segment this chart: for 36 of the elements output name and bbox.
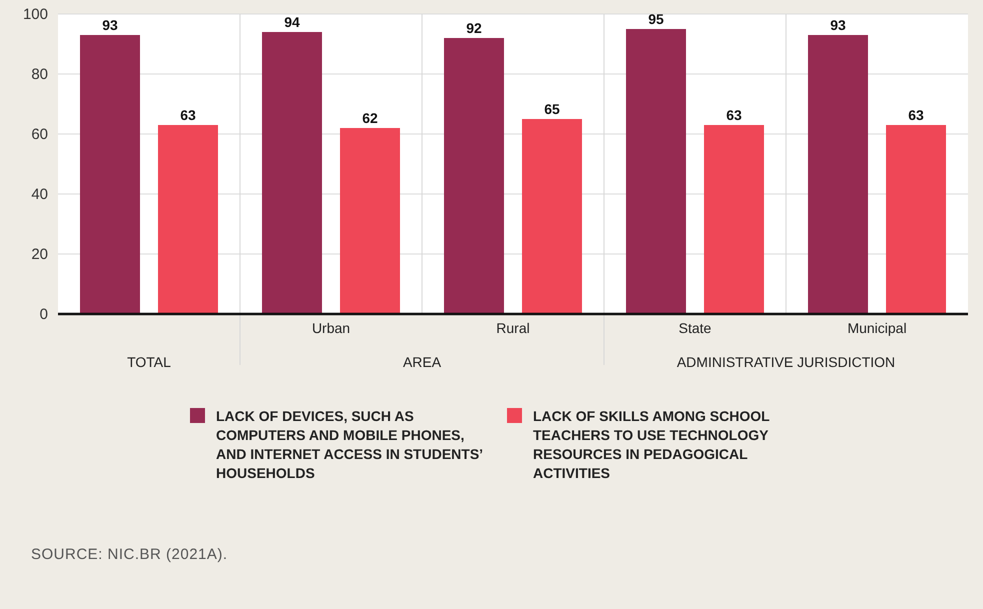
data-label: 63 <box>726 107 742 123</box>
text: TOTAL <box>127 354 172 370</box>
bar <box>886 125 946 314</box>
data-label: 93 <box>102 17 118 33</box>
x-tick-label: Municipal <box>847 320 907 336</box>
source-note: SOURCE: NIC.BR (2021A). <box>31 546 228 563</box>
bar <box>158 125 218 314</box>
bar <box>444 38 504 314</box>
y-tick-label: 100 <box>22 6 48 23</box>
text: ADMINISTRATIVE JURISDICTION <box>676 354 896 370</box>
legend-label: LACK OF DEVICES, SUCH AS COMPUTERS AND MOBILE PHONES, AND INTERNET ACCESS IN STUDENTS’ HOUSEHOLDS <box>216 408 484 481</box>
bar <box>808 35 868 314</box>
y-tick-label: 0 <box>40 306 48 323</box>
legend-label: LACK OF SKILLS AMONG SCHOOL TEACHERS TO USE TECHNOLOGY RESOURCES IN PEDAGOGICAL ACTIVITIES <box>533 408 770 481</box>
bar <box>340 128 400 314</box>
data-label: 63 <box>180 107 196 123</box>
data-label: 93 <box>830 17 846 33</box>
x-tick-label: Urban <box>312 320 350 336</box>
data-label: 63 <box>908 107 924 123</box>
data-label: 62 <box>362 110 378 126</box>
y-tick-label: 80 <box>31 66 48 83</box>
y-tick-label: 60 <box>31 126 48 143</box>
bar <box>704 125 764 314</box>
data-label: 95 <box>648 11 664 27</box>
y-tick-label: 40 <box>31 186 48 203</box>
data-label: 94 <box>284 14 300 30</box>
bar <box>262 32 322 314</box>
text: AREA <box>402 354 442 370</box>
x-tick-label: Rural <box>496 320 530 336</box>
x-tick-label: State <box>678 320 712 336</box>
bar <box>626 29 686 314</box>
data-label: 92 <box>466 20 482 36</box>
y-tick-label: 20 <box>31 246 48 263</box>
bar <box>80 35 140 314</box>
data-label: 65 <box>544 101 560 117</box>
bar <box>522 119 582 314</box>
